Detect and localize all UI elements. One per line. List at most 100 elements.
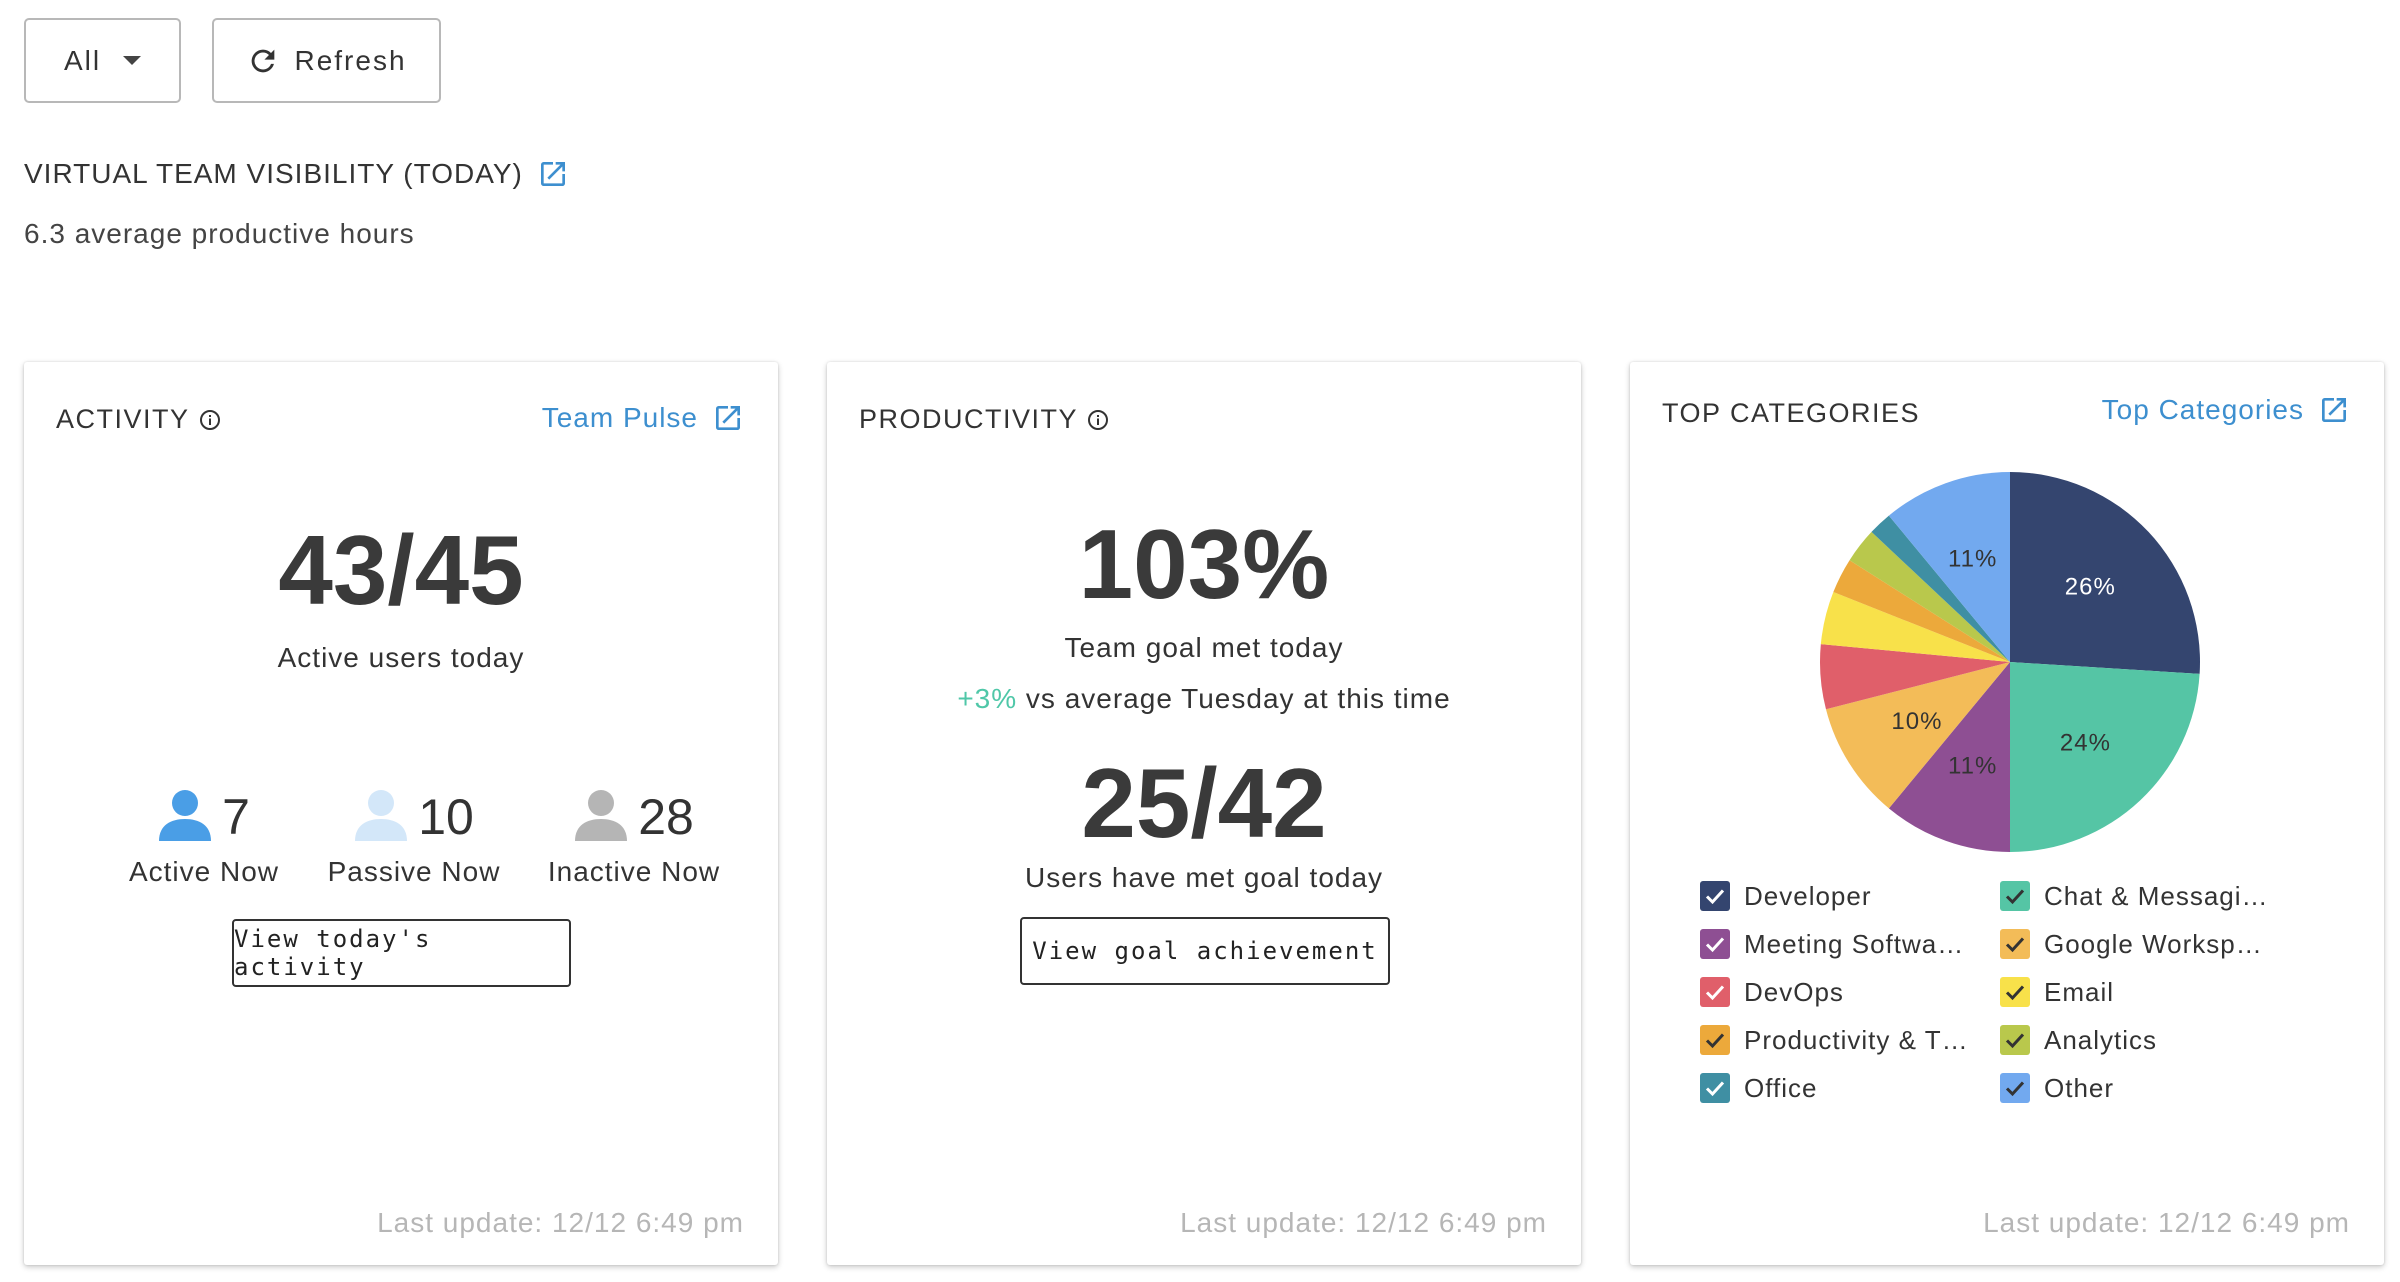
checkbox-checked-icon[interactable] xyxy=(1700,881,1730,911)
user-inactive-icon xyxy=(574,789,628,846)
legend-item[interactable]: Google Worksp… xyxy=(2000,928,2300,960)
activity-title-text: ACTIVITY xyxy=(56,404,190,434)
active-now-label: Active Now xyxy=(128,856,280,887)
refresh-icon xyxy=(246,44,280,78)
legend-item[interactable]: Productivity & T… xyxy=(1700,1024,2000,1056)
last-update: Last update: 12/12 6:49 pm xyxy=(1983,1207,2350,1238)
activity-card: ACTIVITY Team Pulse 43/45 Active users t… xyxy=(24,362,778,1265)
goal-delta-text: vs average Tuesday at this time xyxy=(1017,683,1451,714)
checkbox-checked-icon[interactable] xyxy=(2000,929,2030,959)
section-title-text: VIRTUAL TEAM VISIBILITY (TODAY) xyxy=(24,158,523,189)
legend-label: Developer xyxy=(1744,880,1872,911)
passive-now-count: 10 xyxy=(418,789,474,845)
pie-slice-label: 11% xyxy=(1948,753,1997,780)
pie-slice-label: 10% xyxy=(1891,708,1942,735)
inactive-now-count: 28 xyxy=(638,789,694,845)
legend-label: Other xyxy=(2044,1072,2115,1103)
average-productive-hours: 6.3 average productive hours xyxy=(24,218,415,249)
goal-delta-value: +3% xyxy=(957,683,1018,714)
legend-item[interactable]: Other xyxy=(2000,1072,2300,1104)
external-link-icon xyxy=(712,402,744,434)
legend-label: Productivity & T… xyxy=(1744,1024,1969,1055)
checkbox-checked-icon[interactable] xyxy=(1700,1073,1730,1103)
team-pulse-label: Team Pulse xyxy=(541,402,698,433)
top-categories-title-text: TOP CATEGORIES xyxy=(1662,398,1921,428)
legend-item[interactable]: Email xyxy=(2000,976,2300,1008)
active-users-caption: Active users today xyxy=(277,642,525,673)
team-filter-dropdown[interactable]: All xyxy=(24,18,181,103)
filter-label: All xyxy=(63,44,102,76)
legend-item[interactable]: Office xyxy=(1700,1072,2000,1104)
inactive-now-label: Inactive Now xyxy=(547,856,721,887)
users-met-goal-caption: Users have met goal today xyxy=(1024,862,1384,893)
checkbox-checked-icon[interactable] xyxy=(2000,881,2030,911)
goal-comparison: +3% vs average Tuesday at this time xyxy=(827,683,1581,715)
productivity-title-text: PRODUCTIVITY xyxy=(859,404,1079,434)
top-categories-card-title: TOP CATEGORIES xyxy=(1662,398,1920,429)
pie-slice-label: 24% xyxy=(2060,729,2111,756)
refresh-button[interactable]: Refresh xyxy=(212,18,441,103)
team-goal-caption: Team goal met today xyxy=(1064,632,1344,663)
legend-item[interactable]: Chat & Messagi… xyxy=(2000,880,2300,912)
pie-slice[interactable] xyxy=(1833,560,2010,662)
legend-item[interactable]: Meeting Softwa… xyxy=(1700,928,2000,960)
legend-label: Google Worksp… xyxy=(2044,928,2263,959)
pie-slice[interactable] xyxy=(1820,592,2010,662)
legend-label: Email xyxy=(2044,976,2115,1007)
last-update: Last update: 12/12 6:49 pm xyxy=(377,1207,744,1238)
top-categories-card: TOP CATEGORIES Top Categories 26% 24% 11% 1… xyxy=(1630,362,2384,1265)
legend-label: Analytics xyxy=(2044,1024,2158,1055)
active-users-value: 43/45 xyxy=(278,515,524,625)
pie-slice[interactable] xyxy=(1825,662,2010,809)
checkbox-checked-icon[interactable] xyxy=(2000,1025,2030,1055)
pie-slice[interactable] xyxy=(1888,662,2010,852)
top-categories-link[interactable]: Top Categories xyxy=(2102,394,2350,426)
caret-down-icon xyxy=(123,56,142,65)
productivity-card-title: PRODUCTIVITY xyxy=(859,404,1110,435)
legend-label: Meeting Softwa… xyxy=(1744,928,1965,959)
pie-slice[interactable] xyxy=(1871,515,2010,662)
pie-slice[interactable] xyxy=(1888,472,2010,662)
active-now-stat: 7 Active Now xyxy=(104,788,304,888)
productivity-card: PRODUCTIVITY 103% Team goal met today +3… xyxy=(827,362,1581,1265)
pie-slice-label: 26% xyxy=(2065,574,2116,601)
top-categories-link-label: Top Categories xyxy=(2101,394,2304,425)
top-categories-pie-chart: 26%24%11%10%11% xyxy=(1820,472,2200,852)
legend-item[interactable]: Analytics xyxy=(2000,1024,2300,1056)
pie-slice[interactable] xyxy=(1820,644,2010,710)
view-todays-activity-button[interactable]: View today's activity xyxy=(232,919,571,987)
legend-label: Chat & Messagi… xyxy=(2044,880,2269,911)
user-active-icon xyxy=(158,789,212,846)
view-goal-achievement-button[interactable]: View goal achievement xyxy=(1020,917,1390,985)
pie-slice[interactable] xyxy=(2010,662,2200,852)
pie-legend: Developer Chat & Messagi… Meeting Softwa… G… xyxy=(1700,880,2340,1104)
checkbox-checked-icon[interactable] xyxy=(1700,1025,1730,1055)
inactive-now-stat: 28 Inactive Now xyxy=(524,788,744,888)
pie-slice-label: 11% xyxy=(1948,545,1997,572)
legend-item[interactable]: Developer xyxy=(1700,880,2000,912)
team-pulse-link[interactable]: Team Pulse xyxy=(542,402,744,434)
checkbox-checked-icon[interactable] xyxy=(2000,1073,2030,1103)
checkbox-checked-icon[interactable] xyxy=(2000,977,2030,1007)
pie-slice[interactable] xyxy=(2010,472,2200,674)
legend-label: Office xyxy=(1744,1072,1818,1103)
passive-now-stat: 10 Passive Now xyxy=(304,788,524,888)
info-icon[interactable] xyxy=(1086,408,1110,432)
legend-item[interactable]: DevOps xyxy=(1700,976,2000,1008)
team-goal-percent: 103% xyxy=(1078,509,1330,619)
refresh-label: Refresh xyxy=(294,44,407,76)
last-update: Last update: 12/12 6:49 pm xyxy=(1180,1207,1547,1238)
section-title: VIRTUAL TEAM VISIBILITY (TODAY) xyxy=(24,158,569,190)
users-met-goal-value: 25/42 xyxy=(1081,748,1327,858)
activity-card-title: ACTIVITY xyxy=(56,404,222,435)
external-link-icon xyxy=(2318,394,2350,426)
checkbox-checked-icon[interactable] xyxy=(1700,929,1730,959)
external-link-icon[interactable] xyxy=(537,158,569,190)
checkbox-checked-icon[interactable] xyxy=(1700,977,1730,1007)
pie-slice[interactable] xyxy=(1849,531,2010,662)
passive-now-label: Passive Now xyxy=(327,856,501,887)
active-now-count: 7 xyxy=(222,789,250,845)
legend-label: DevOps xyxy=(1744,976,1844,1007)
info-icon[interactable] xyxy=(198,408,222,432)
user-passive-icon xyxy=(354,789,408,846)
